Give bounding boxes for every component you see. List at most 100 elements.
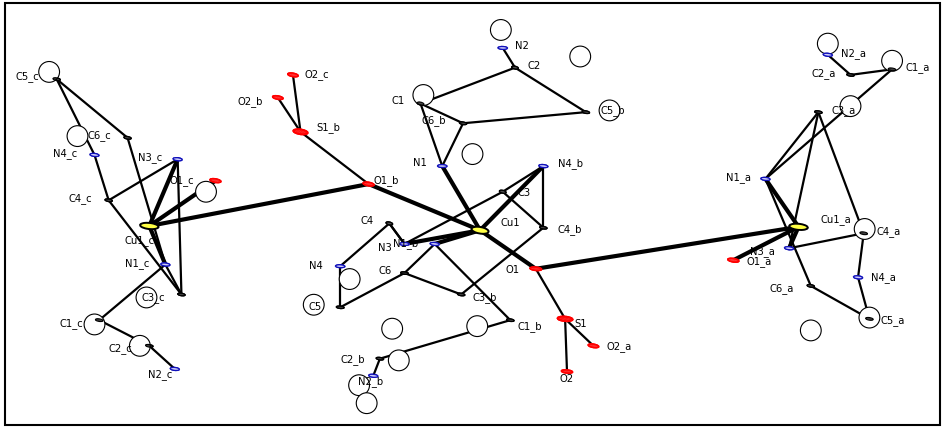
Ellipse shape: [67, 126, 88, 146]
Ellipse shape: [557, 316, 572, 321]
Text: C1_c: C1_c: [59, 318, 83, 329]
Ellipse shape: [339, 269, 360, 289]
Text: N1_c: N1_c: [125, 259, 149, 269]
Text: C4_b: C4_b: [557, 224, 582, 235]
Text: C6_b: C6_b: [421, 116, 446, 126]
Text: O1_b: O1_b: [373, 175, 398, 185]
Ellipse shape: [497, 47, 507, 49]
Ellipse shape: [53, 78, 60, 80]
Text: O1_a: O1_a: [746, 256, 771, 267]
Text: Cu1: Cu1: [500, 218, 520, 228]
Ellipse shape: [858, 307, 879, 328]
Ellipse shape: [84, 314, 105, 335]
Text: O1_c: O1_c: [169, 175, 194, 185]
Ellipse shape: [587, 344, 598, 348]
Text: C1: C1: [391, 96, 404, 106]
Text: C4_a: C4_a: [876, 226, 901, 237]
Ellipse shape: [399, 243, 409, 245]
Ellipse shape: [90, 153, 99, 157]
Ellipse shape: [784, 247, 793, 250]
Ellipse shape: [582, 111, 589, 113]
Ellipse shape: [177, 293, 185, 296]
Text: S1: S1: [574, 319, 586, 329]
Text: C4_c: C4_c: [69, 193, 93, 203]
Ellipse shape: [173, 158, 182, 161]
Ellipse shape: [356, 393, 377, 413]
Text: C5: C5: [308, 302, 321, 312]
Text: N1_a: N1_a: [726, 172, 750, 183]
Ellipse shape: [852, 276, 862, 279]
Text: O2_a: O2_a: [606, 341, 632, 352]
Text: O1: O1: [505, 265, 519, 274]
Ellipse shape: [788, 224, 807, 230]
Ellipse shape: [362, 182, 374, 186]
Ellipse shape: [160, 263, 170, 266]
Text: N1_b: N1_b: [392, 238, 417, 249]
Ellipse shape: [437, 165, 447, 167]
Ellipse shape: [136, 287, 157, 308]
Ellipse shape: [376, 357, 383, 360]
Ellipse shape: [430, 242, 439, 246]
Text: S1_b: S1_b: [316, 122, 340, 133]
Ellipse shape: [561, 370, 572, 373]
Ellipse shape: [210, 178, 221, 183]
Ellipse shape: [539, 226, 547, 229]
Text: Cu1_a: Cu1_a: [819, 214, 851, 225]
Ellipse shape: [538, 164, 548, 168]
Ellipse shape: [385, 222, 393, 225]
Text: C2_a: C2_a: [811, 68, 835, 78]
Text: C4: C4: [360, 216, 373, 226]
Text: C2_c: C2_c: [109, 344, 132, 354]
Text: C5_c: C5_c: [16, 71, 40, 81]
Ellipse shape: [471, 227, 488, 234]
Ellipse shape: [335, 265, 345, 268]
Ellipse shape: [846, 74, 853, 76]
Ellipse shape: [170, 367, 179, 371]
Ellipse shape: [416, 102, 424, 105]
Text: N2_c: N2_c: [148, 369, 173, 380]
Text: N2: N2: [514, 41, 529, 51]
Ellipse shape: [887, 68, 895, 71]
Ellipse shape: [498, 190, 506, 193]
Ellipse shape: [368, 374, 378, 377]
Text: N3: N3: [378, 243, 392, 253]
Text: N2_b: N2_b: [358, 377, 382, 387]
Ellipse shape: [124, 137, 131, 139]
Ellipse shape: [129, 336, 150, 356]
Ellipse shape: [145, 345, 153, 347]
Ellipse shape: [336, 306, 344, 309]
Ellipse shape: [506, 319, 514, 321]
Text: C2_b: C2_b: [340, 354, 364, 365]
Text: O2_b: O2_b: [237, 96, 262, 107]
Text: C3: C3: [517, 188, 531, 198]
Text: O2_c: O2_c: [304, 69, 329, 80]
Ellipse shape: [381, 318, 402, 339]
Text: C2: C2: [527, 61, 540, 71]
Text: O2: O2: [560, 374, 573, 384]
Ellipse shape: [881, 51, 902, 71]
Ellipse shape: [859, 232, 867, 235]
Ellipse shape: [814, 111, 821, 113]
Text: C6_c: C6_c: [88, 131, 111, 141]
Ellipse shape: [530, 267, 541, 270]
Ellipse shape: [105, 199, 112, 202]
Ellipse shape: [195, 181, 216, 202]
Ellipse shape: [287, 73, 298, 77]
Text: Cu1_c: Cu1_c: [125, 235, 155, 246]
Text: N1: N1: [413, 158, 427, 168]
Ellipse shape: [511, 66, 518, 69]
Ellipse shape: [800, 320, 820, 341]
Text: C3_b: C3_b: [472, 292, 497, 303]
Ellipse shape: [39, 62, 59, 82]
Text: N4: N4: [309, 261, 323, 271]
Ellipse shape: [839, 96, 860, 116]
Ellipse shape: [140, 223, 159, 229]
Ellipse shape: [413, 85, 433, 105]
Text: N2_a: N2_a: [840, 48, 865, 59]
Ellipse shape: [853, 219, 874, 239]
Ellipse shape: [293, 129, 308, 134]
Text: N3_a: N3_a: [750, 246, 774, 257]
Ellipse shape: [462, 144, 482, 164]
Ellipse shape: [457, 293, 464, 296]
Text: C5_b: C5_b: [599, 105, 624, 116]
